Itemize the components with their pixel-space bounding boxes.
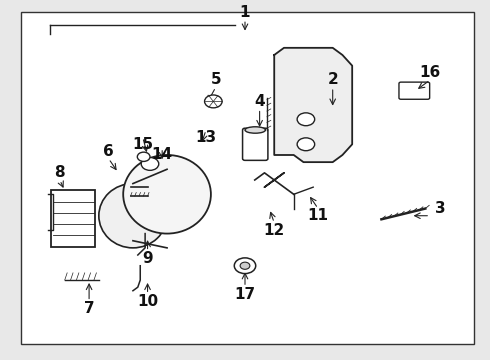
Text: 6: 6 (103, 144, 114, 159)
Circle shape (240, 262, 250, 269)
Circle shape (137, 152, 150, 161)
Circle shape (297, 113, 315, 126)
Ellipse shape (99, 184, 167, 248)
FancyBboxPatch shape (243, 128, 268, 160)
Text: 3: 3 (435, 201, 445, 216)
FancyBboxPatch shape (399, 82, 430, 99)
Ellipse shape (123, 155, 211, 234)
Text: 15: 15 (132, 137, 153, 152)
Polygon shape (274, 48, 352, 162)
Circle shape (204, 95, 222, 108)
Text: 4: 4 (254, 94, 265, 109)
Text: 1: 1 (240, 5, 250, 19)
Text: 10: 10 (137, 294, 158, 309)
Text: 8: 8 (54, 165, 65, 180)
Text: 17: 17 (234, 287, 256, 302)
Text: 16: 16 (419, 65, 441, 80)
Circle shape (234, 258, 256, 274)
FancyBboxPatch shape (51, 190, 96, 247)
Text: 2: 2 (327, 72, 338, 87)
Text: 9: 9 (142, 251, 153, 266)
Ellipse shape (245, 127, 266, 133)
Text: 13: 13 (196, 130, 217, 145)
Text: 11: 11 (308, 208, 329, 223)
Text: 12: 12 (264, 222, 285, 238)
Circle shape (297, 138, 315, 151)
Text: 7: 7 (84, 301, 95, 316)
Circle shape (141, 157, 159, 170)
Text: 14: 14 (151, 148, 173, 162)
Text: 5: 5 (210, 72, 221, 87)
